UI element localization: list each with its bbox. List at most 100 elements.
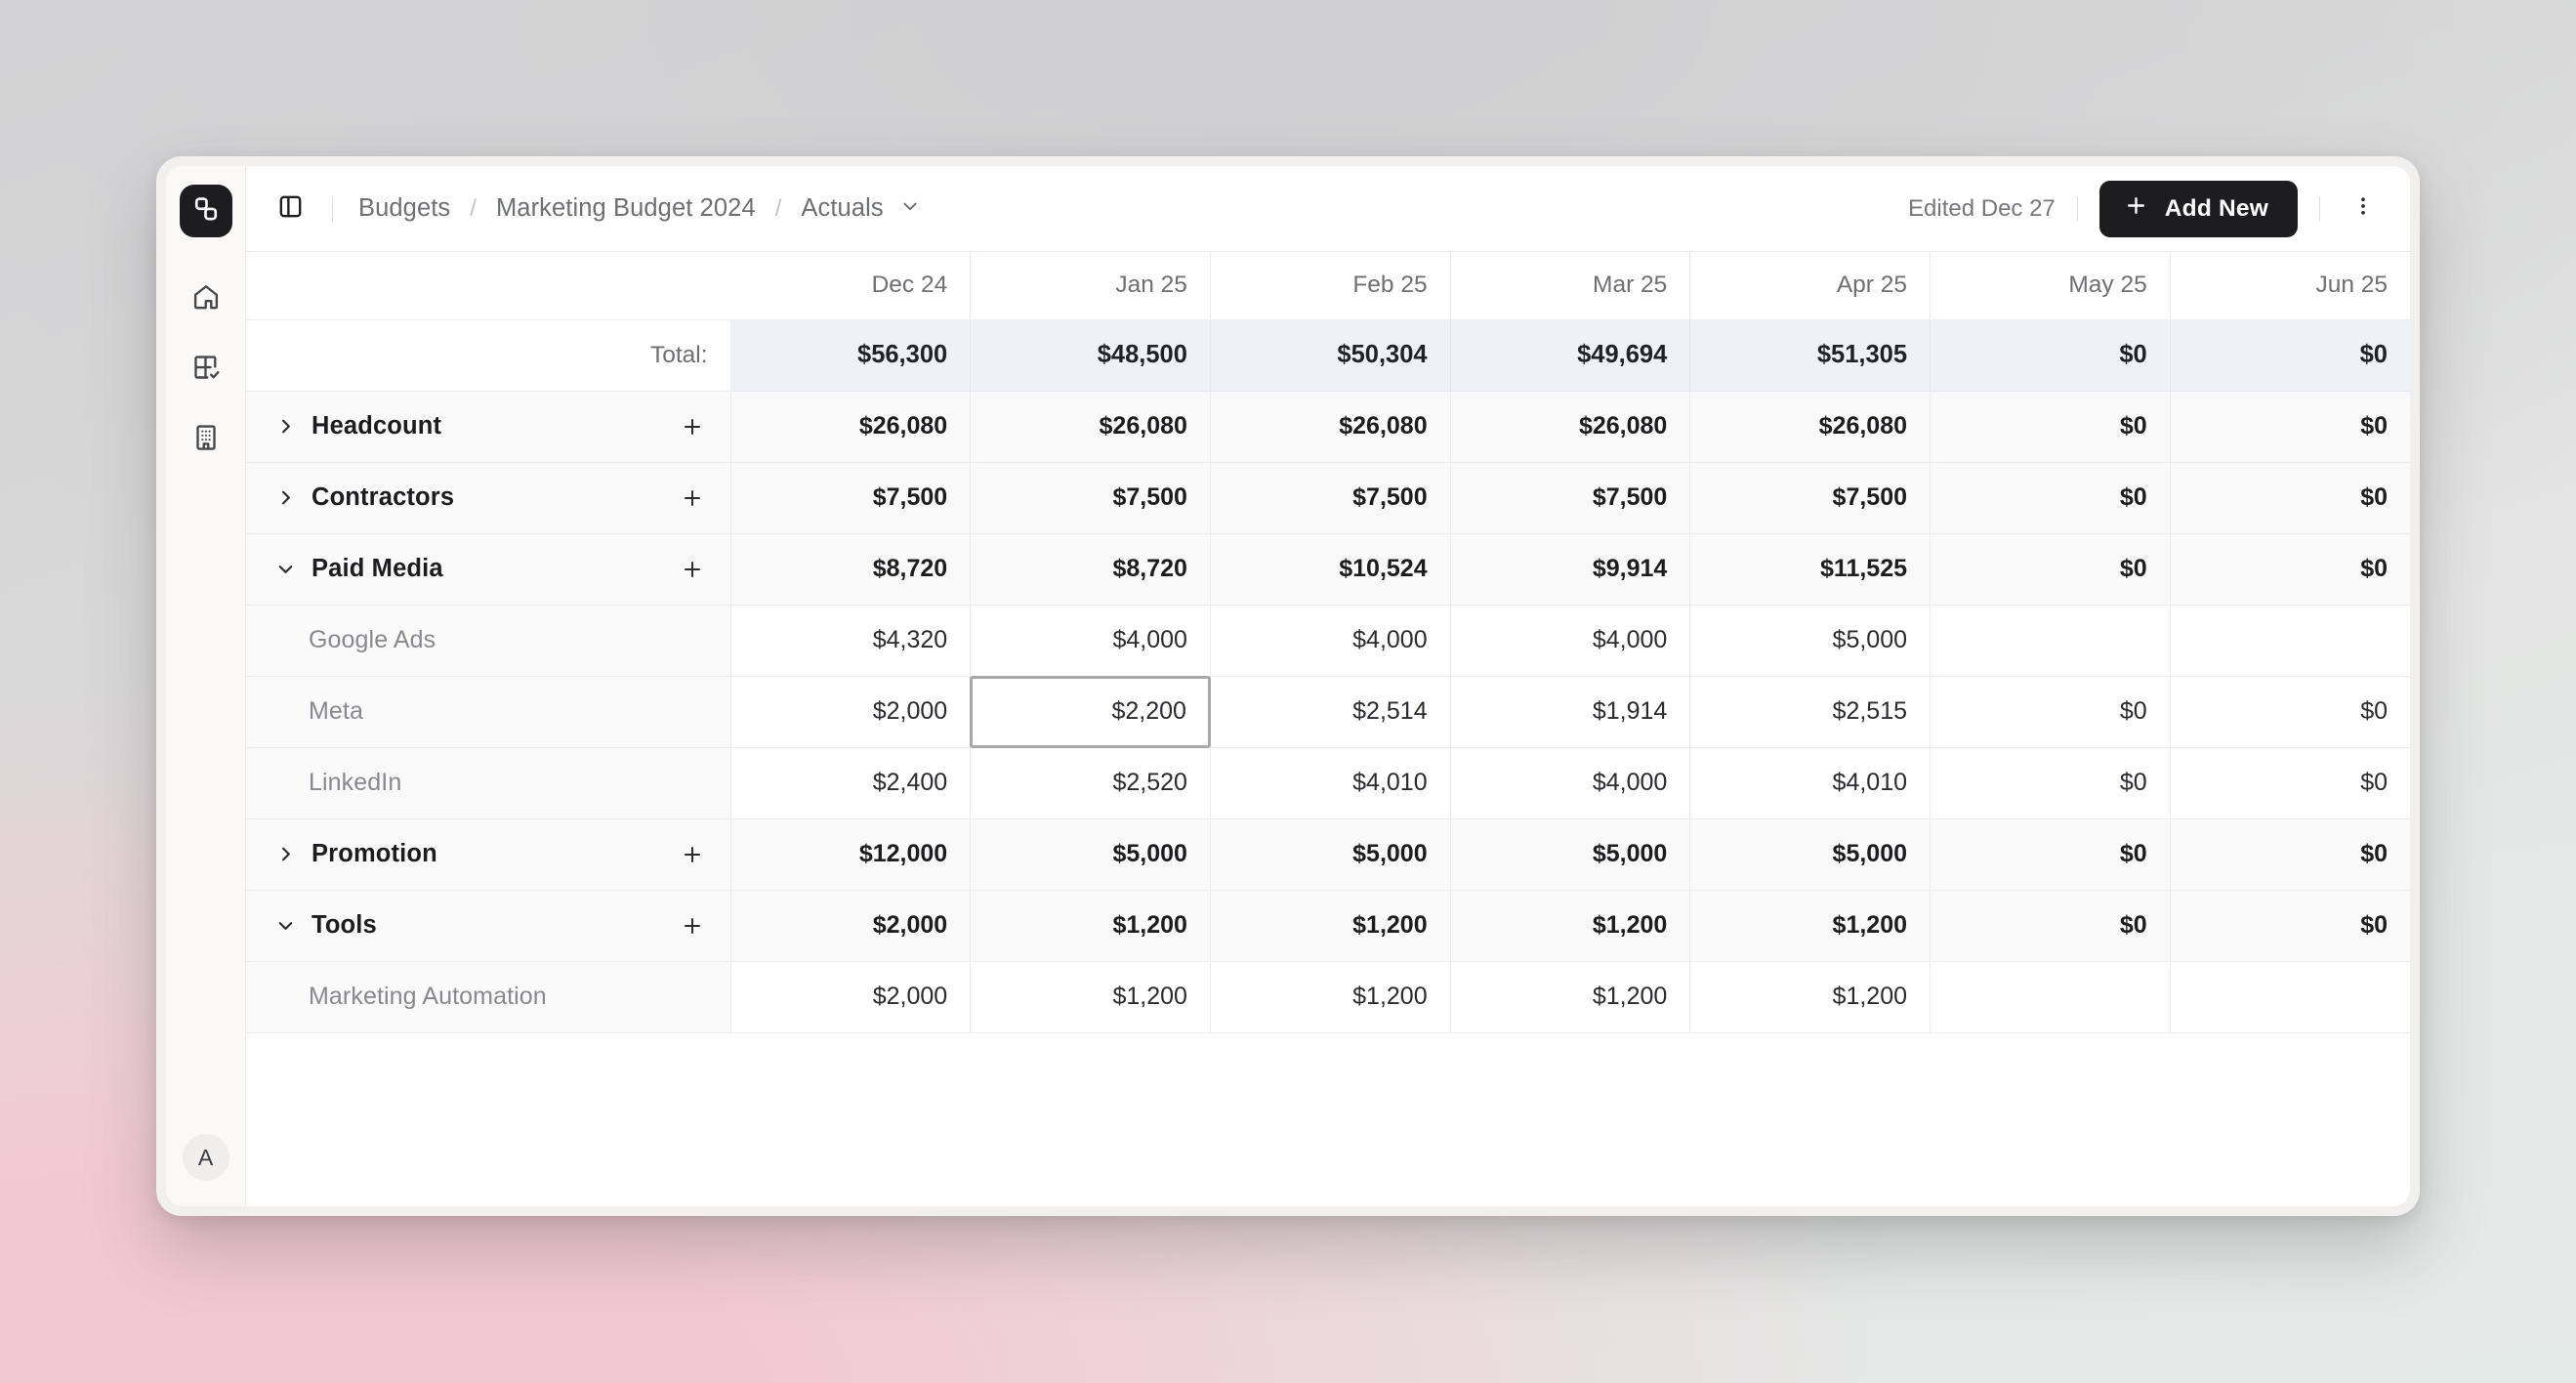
value-cell[interactable]: $1,200 (1210, 890, 1451, 962)
value-cell[interactable]: $0 (1930, 747, 2171, 819)
value-cell[interactable]: $4,320 (730, 605, 972, 677)
total-cell[interactable]: $0 (2170, 319, 2410, 392)
grid-column-header[interactable]: Apr 25 (1689, 252, 1932, 320)
total-cell[interactable]: $49,694 (1450, 319, 1691, 392)
add-line-item-button[interactable] (676, 914, 709, 938)
rail-item-organization[interactable] (182, 415, 230, 464)
value-cell[interactable]: $0 (2170, 676, 2410, 748)
breadcrumb-item-marketing-budget-2024[interactable]: Marketing Budget 2024 (495, 194, 756, 222)
value-cell[interactable]: $1,200 (1210, 961, 1451, 1033)
row-label-cell[interactable]: Headcount (246, 391, 731, 463)
row-label-cell[interactable]: Google Ads (246, 605, 731, 677)
value-cell[interactable]: $0 (1930, 462, 2171, 534)
value-cell[interactable]: $1,200 (1450, 890, 1691, 962)
value-cell[interactable]: $5,000 (1689, 605, 1932, 677)
value-cell[interactable]: $1,200 (1689, 890, 1932, 962)
value-cell[interactable]: $2,520 (970, 747, 1211, 819)
value-cell[interactable]: $5,000 (970, 818, 1211, 891)
value-cell[interactable]: $0 (1930, 890, 2171, 962)
value-cell[interactable]: $1,200 (1450, 961, 1691, 1033)
value-cell[interactable]: $5,000 (1689, 818, 1932, 891)
value-cell[interactable]: $0 (2170, 818, 2410, 891)
value-cell[interactable]: $7,500 (970, 462, 1211, 534)
add-new-button[interactable]: Add New (2098, 180, 2298, 237)
value-cell[interactable]: $2,000 (730, 890, 972, 962)
value-cell[interactable]: $11,525 (1689, 533, 1932, 606)
value-cell[interactable]: $0 (2170, 391, 2410, 463)
value-cell[interactable] (1930, 961, 2171, 1033)
grid-column-header[interactable]: Jun 25 (2170, 252, 2410, 320)
value-cell[interactable]: $0 (2170, 890, 2410, 962)
value-cell[interactable]: $0 (1930, 818, 2171, 891)
row-label-cell[interactable]: Marketing Automation (246, 961, 731, 1033)
value-cell[interactable]: $5,000 (1450, 818, 1691, 891)
value-cell[interactable]: $0 (2170, 462, 2410, 534)
row-label-cell[interactable]: Paid Media (246, 533, 731, 606)
breadcrumb-item-actuals[interactable]: Actuals (801, 194, 884, 222)
value-cell[interactable]: $4,000 (970, 605, 1211, 677)
value-cell[interactable]: $26,080 (970, 391, 1211, 463)
value-cell[interactable]: $8,720 (730, 533, 972, 606)
value-cell[interactable]: $0 (1930, 533, 2171, 606)
value-cell[interactable]: $4,010 (1689, 747, 1932, 819)
value-cell[interactable]: $26,080 (730, 391, 972, 463)
value-cell[interactable]: $1,200 (1689, 961, 1932, 1033)
value-cell[interactable] (2170, 605, 2410, 677)
value-cell[interactable]: $7,500 (1210, 462, 1451, 534)
value-cell[interactable]: $4,000 (1210, 605, 1451, 677)
value-cell[interactable]: $1,200 (970, 961, 1211, 1033)
value-cell[interactable]: $5,000 (1210, 818, 1451, 891)
total-cell[interactable]: $50,304 (1210, 319, 1451, 392)
chevron-down-icon[interactable] (268, 558, 303, 580)
chevron-down-icon[interactable] (268, 914, 303, 937)
grid-column-header[interactable]: Feb 25 (1210, 252, 1451, 320)
value-cell[interactable]: $0 (2170, 747, 2410, 819)
grid-column-header[interactable]: Jan 25 (970, 252, 1211, 320)
more-options-button[interactable] (2342, 188, 2385, 230)
grid-column-header[interactable]: Dec 24 (730, 252, 972, 320)
total-cell[interactable]: $56,300 (730, 319, 972, 392)
value-cell[interactable]: $2,000 (730, 676, 972, 748)
value-cell[interactable]: $26,080 (1450, 391, 1691, 463)
value-cell[interactable]: $4,010 (1210, 747, 1451, 819)
value-cell[interactable]: $7,500 (1689, 462, 1932, 534)
value-cell[interactable]: $0 (1930, 676, 2171, 748)
row-label-cell[interactable]: Meta (246, 676, 731, 748)
add-line-item-button[interactable] (676, 415, 709, 439)
budget-grid-container[interactable]: Dec 24 Jan 25 Feb 25 Mar 25 Apr 25 May 25 Jun … (246, 252, 2410, 1206)
value-cell[interactable]: $4,000 (1450, 747, 1691, 819)
value-cell[interactable] (1930, 605, 2171, 677)
rail-item-tasks[interactable] (182, 345, 230, 394)
total-cell[interactable]: $48,500 (970, 319, 1211, 392)
chevron-right-icon[interactable] (268, 486, 303, 509)
chevron-right-icon[interactable] (268, 843, 303, 865)
total-cell[interactable]: $51,305 (1689, 319, 1932, 392)
grid-column-header[interactable]: Mar 25 (1450, 252, 1691, 320)
rail-item-home[interactable] (182, 274, 230, 323)
selected-cell[interactable]: $2,200$2,200 (970, 675, 1211, 748)
row-label-cell[interactable]: Promotion (246, 818, 731, 891)
value-cell[interactable]: $12,000 (730, 818, 972, 891)
breadcrumb-item-budgets[interactable]: Budgets (358, 194, 451, 222)
chevron-right-icon[interactable] (268, 415, 303, 438)
value-cell[interactable]: $4,000 (1450, 605, 1691, 677)
value-cell[interactable]: $1,914 (1450, 676, 1691, 748)
value-cell[interactable]: $2,000 (730, 961, 972, 1033)
add-line-item-button[interactable] (676, 486, 709, 510)
value-cell[interactable]: $0 (1930, 391, 2171, 463)
add-line-item-button[interactable] (676, 843, 709, 866)
row-label-cell[interactable]: Contractors (246, 462, 731, 534)
value-cell[interactable]: $7,500 (1450, 462, 1691, 534)
row-label-cell[interactable]: Tools (246, 890, 731, 962)
value-cell[interactable]: $7,500 (730, 462, 972, 534)
value-cell[interactable]: $26,080 (1210, 391, 1451, 463)
value-cell[interactable]: $2,515 (1689, 676, 1932, 748)
value-cell[interactable]: $1,200 (970, 890, 1211, 962)
value-cell[interactable]: $2,514 (1210, 676, 1451, 748)
view-switcher-button[interactable] (899, 195, 921, 222)
value-cell[interactable] (2170, 961, 2410, 1033)
grid-column-header[interactable]: May 25 (1930, 252, 2171, 320)
value-cell[interactable]: $8,720 (970, 533, 1211, 606)
value-cell[interactable]: $26,080 (1689, 391, 1932, 463)
row-label-cell[interactable]: LinkedIn (246, 747, 731, 819)
